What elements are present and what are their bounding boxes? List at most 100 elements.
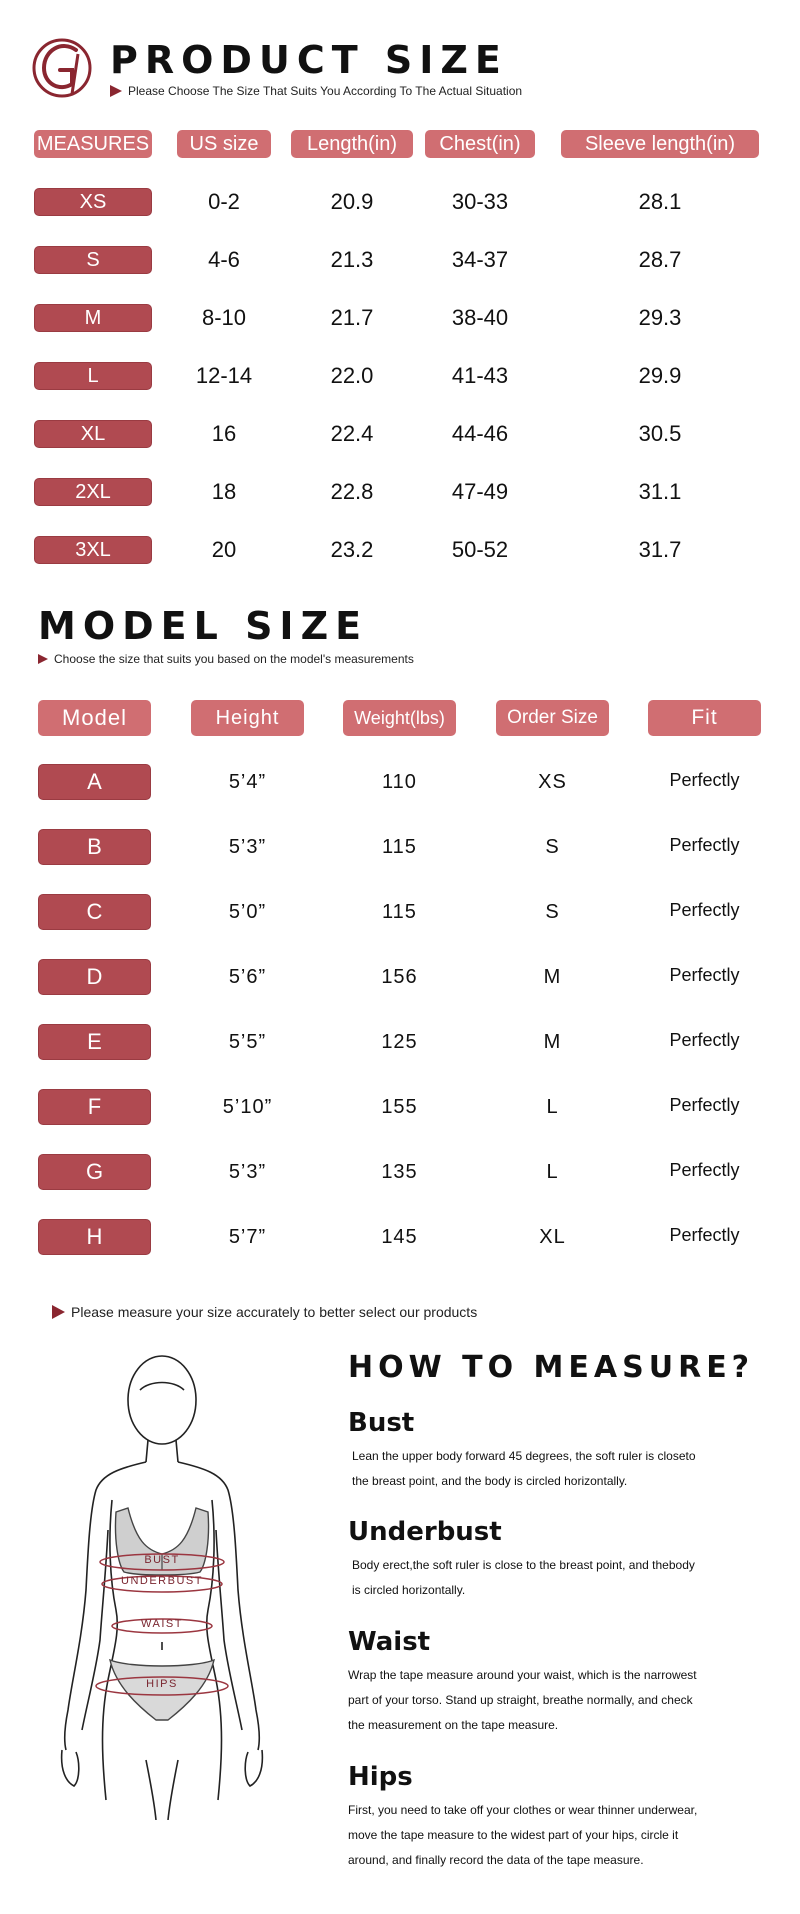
- section-line: the measurement on the tape measure.: [348, 1718, 559, 1732]
- weight-cell: 155: [381, 1095, 418, 1118]
- header-fit: Fit: [648, 700, 761, 736]
- height-cell: 5’6”: [228, 965, 267, 988]
- chest-cell: 30-33: [451, 189, 509, 214]
- height-cell: 5’3”: [228, 835, 267, 858]
- header-measures: MEASURES: [34, 130, 152, 158]
- model-badge: C: [38, 894, 151, 930]
- how-to-measure-title: HOW TO MEASURE?: [348, 1350, 755, 1385]
- header-order-size: Order Size: [496, 700, 609, 736]
- section-text: Lean the upper body forward 45 degrees, …: [348, 1444, 768, 1494]
- order-size-cell: L: [546, 1160, 559, 1183]
- product-size-title: PRODUCT SIZE: [110, 38, 508, 82]
- sleeve-cell: 31.1: [638, 479, 682, 504]
- weight-cell: 115: [382, 900, 417, 923]
- fit-cell: Perfectly: [669, 1224, 740, 1245]
- length-cell: 22.4: [330, 421, 374, 446]
- chest-cell: 50-52: [451, 537, 509, 562]
- measure-note-text: Please measure your size accurately to b…: [71, 1304, 478, 1320]
- figure-label-waist: WAIST: [141, 1618, 183, 1630]
- fit-cell: Perfectly: [669, 964, 740, 985]
- fit-cell: Perfectly: [669, 769, 740, 790]
- us-size-cell: 18: [211, 479, 237, 504]
- model-badge: G: [38, 1154, 151, 1190]
- measure-section-waist: Waist Wrap the tape measure around your …: [348, 1627, 768, 1738]
- length-cell: 22.8: [330, 479, 374, 504]
- order-size-cell: M: [543, 1030, 562, 1053]
- arrow-icon: [52, 1305, 65, 1319]
- length-cell: 21.7: [330, 305, 374, 330]
- size-badge: L: [34, 362, 152, 390]
- chest-cell: 47-49: [451, 479, 509, 504]
- us-size-cell: 0-2: [208, 189, 240, 214]
- figure-label-bust: BUST: [144, 1554, 179, 1566]
- us-size-cell: 16: [211, 421, 237, 446]
- section-line: is circled horizontally.: [352, 1583, 466, 1597]
- weight-cell: 156: [381, 965, 418, 988]
- height-cell: 5’0”: [228, 900, 267, 923]
- weight-cell: 135: [381, 1160, 418, 1183]
- sleeve-cell: 28.7: [638, 247, 682, 272]
- model-badge: F: [38, 1089, 151, 1125]
- weight-cell: 115: [382, 835, 417, 858]
- chest-cell: 38-40: [451, 305, 509, 330]
- measure-section-bust: Bust Lean the upper body forward 45 degr…: [348, 1408, 768, 1494]
- model-badge: D: [38, 959, 151, 995]
- fit-cell: Perfectly: [669, 1029, 740, 1050]
- section-line: Body erect,the soft ruler is close to th…: [352, 1558, 695, 1572]
- section-line: Wrap the tape measure around your waist,…: [348, 1668, 697, 1682]
- section-heading: Waist: [348, 1627, 431, 1657]
- weight-cell: 145: [381, 1225, 418, 1248]
- weight-cell: 125: [381, 1030, 418, 1053]
- product-size-subtitle: Please Choose The Size That Suits You Ac…: [110, 84, 522, 98]
- size-badge: XS: [34, 188, 152, 216]
- sleeve-cell: 29.9: [638, 363, 682, 388]
- size-badge: M: [34, 304, 152, 332]
- section-text: First, you need to take off your clothes…: [348, 1798, 768, 1873]
- header-length: Length(in): [291, 130, 413, 158]
- sleeve-cell: 29.3: [638, 305, 682, 330]
- chest-cell: 34-37: [451, 247, 509, 272]
- measure-section-underbust: Underbust Body erect,the soft ruler is c…: [348, 1517, 768, 1603]
- section-line: First, you need to take off your clothes…: [348, 1803, 698, 1817]
- fit-cell: Perfectly: [669, 899, 740, 920]
- model-size-title: MODEL SIZE: [38, 604, 369, 648]
- arrow-icon: [38, 654, 48, 664]
- header-chest: Chest(in): [425, 130, 535, 158]
- model-size-subtitle-text: Choose the size that suits you based on …: [54, 652, 414, 666]
- size-badge: 3XL: [34, 536, 152, 564]
- model-badge: H: [38, 1219, 151, 1255]
- section-line: around, and finally record the data of t…: [348, 1853, 644, 1867]
- order-size-cell: M: [543, 965, 562, 988]
- figure-label-underbust: UNDERBUST: [121, 1575, 203, 1587]
- us-size-cell: 4-6: [208, 247, 240, 272]
- section-heading: Bust: [348, 1408, 415, 1438]
- header-weight: Weight(lbs): [343, 700, 456, 736]
- header-sleeve-length: Sleeve length(in): [561, 130, 759, 158]
- section-heading: Underbust: [348, 1517, 502, 1547]
- height-cell: 5’3”: [228, 1160, 267, 1183]
- length-cell: 21.3: [330, 247, 374, 272]
- fit-cell: Perfectly: [669, 1094, 740, 1115]
- order-size-cell: S: [545, 900, 560, 923]
- measure-section-hips: Hips First, you need to take off your cl…: [348, 1762, 768, 1873]
- section-line: Lean the upper body forward 45 degrees, …: [352, 1449, 696, 1463]
- sleeve-cell: 31.7: [638, 537, 682, 562]
- us-size-cell: 20: [211, 537, 237, 562]
- header-us-size: US size: [177, 130, 271, 158]
- brand-logo-icon: [32, 38, 92, 98]
- section-text: Body erect,the soft ruler is close to th…: [348, 1553, 768, 1603]
- figure-label-hips: HIPS: [146, 1678, 178, 1690]
- model-badge: B: [38, 829, 151, 865]
- us-size-cell: 12-14: [195, 363, 253, 388]
- height-cell: 5’4”: [228, 770, 267, 793]
- model-badge: E: [38, 1024, 151, 1060]
- order-size-cell: XS: [538, 770, 567, 793]
- measure-note: Please measure your size accurately to b…: [52, 1304, 477, 1320]
- fit-cell: Perfectly: [669, 1159, 740, 1180]
- length-cell: 22.0: [330, 363, 374, 388]
- chest-cell: 41-43: [451, 363, 509, 388]
- arrow-icon: [110, 85, 122, 97]
- sleeve-cell: 30.5: [638, 421, 682, 446]
- section-line: the breast point, and the body is circle…: [352, 1474, 628, 1488]
- product-size-subtitle-text: Please Choose The Size That Suits You Ac…: [128, 84, 523, 98]
